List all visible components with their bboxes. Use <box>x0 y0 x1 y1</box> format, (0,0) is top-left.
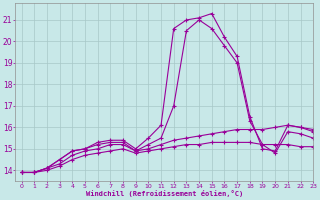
X-axis label: Windchill (Refroidissement éolien,°C): Windchill (Refroidissement éolien,°C) <box>85 190 243 197</box>
